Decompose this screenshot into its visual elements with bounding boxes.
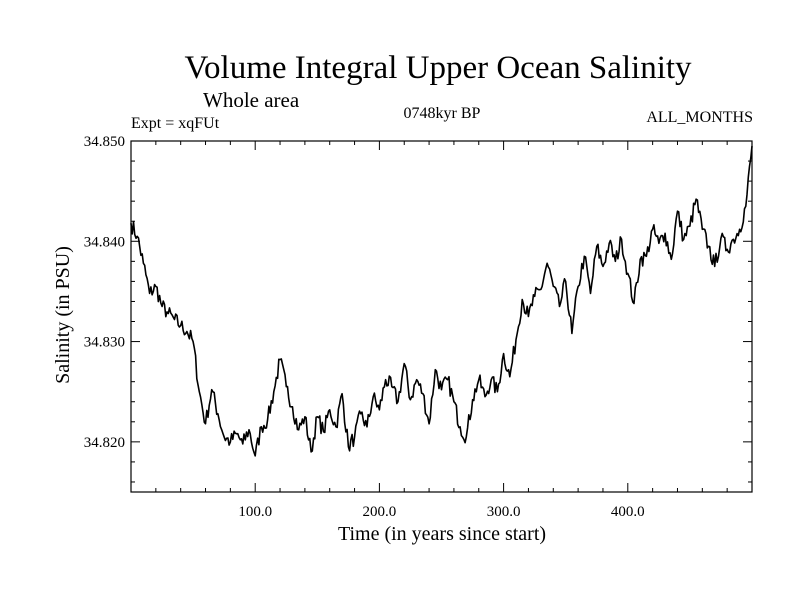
chart-title: Volume Integral Upper Ocean Salinity xyxy=(184,50,692,86)
y-tick-label: 34.830 xyxy=(84,335,125,351)
y-tick-label: 34.820 xyxy=(84,435,125,451)
months-label: ALL_MONTHS xyxy=(646,109,753,126)
y-tick-label: 34.840 xyxy=(84,234,125,250)
y-tick-label: 34.850 xyxy=(84,134,125,150)
plot-frame xyxy=(130,140,753,493)
period-label: 0748kyr BP xyxy=(403,105,481,122)
series-line-salinity xyxy=(130,145,753,457)
x-tick-label: 300.0 xyxy=(487,504,521,520)
x-tick-label: 100.0 xyxy=(238,504,272,520)
x-axis-label: Time (in years since start) xyxy=(337,523,547,545)
x-tick-label: 200.0 xyxy=(363,504,397,520)
x-tick-label: 400.0 xyxy=(611,504,645,520)
experiment-label: Expt = xqFUt xyxy=(131,115,220,132)
chart-subtitle: Whole area xyxy=(203,88,300,112)
tick-labels-layer: 100.0 200.0 300.0 400.0 34.820 34.830 34.840 34… xyxy=(84,134,645,520)
